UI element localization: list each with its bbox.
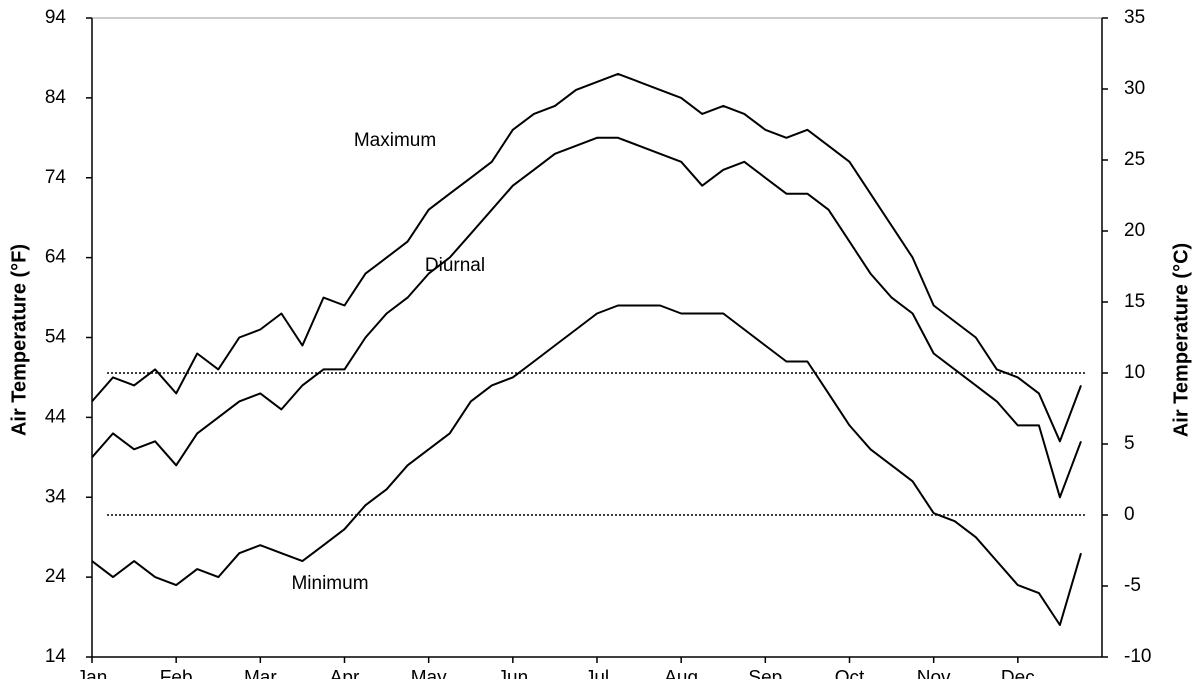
- y-tick-label: 64: [45, 247, 67, 268]
- x-tick-label: Feb: [160, 667, 193, 679]
- series-line: [91, 72, 1082, 443]
- y2-tick-label: 10: [1124, 362, 1145, 383]
- y-tick-label: 34: [45, 486, 67, 507]
- x-tick-label: Jun: [498, 667, 529, 679]
- y-tick-label: 44: [45, 406, 67, 427]
- x-tick-label: Dec: [1001, 667, 1035, 679]
- x-tick-label: Sep: [748, 667, 782, 679]
- y2-tick-label: 0: [1124, 504, 1135, 525]
- x-tick-label: Jan: [77, 667, 108, 679]
- series-line: [91, 304, 1082, 626]
- x-tick-label: Nov: [917, 667, 951, 679]
- x-tick-label: May: [411, 667, 447, 679]
- y2-axis-title: Air Temperature (°C): [1170, 243, 1192, 437]
- x-tick-label: Aug: [664, 667, 698, 679]
- y2-tick-label: 20: [1124, 220, 1145, 241]
- y-tick-label: 74: [45, 167, 67, 188]
- y-axis-title: Air Temperature (°F): [8, 244, 30, 436]
- series-line: [91, 136, 1082, 499]
- y2-tick-label: 15: [1124, 291, 1145, 312]
- y-tick-label: 84: [45, 87, 67, 108]
- y2-tick-label: 25: [1124, 149, 1145, 170]
- y2-tick-label: 5: [1124, 433, 1135, 454]
- y2-tick-label: -10: [1124, 646, 1151, 667]
- y-tick-label: 94: [45, 7, 67, 28]
- x-tick-label: Mar: [244, 667, 277, 679]
- plot-frame: [91, 17, 1103, 658]
- y2-tick-label: 30: [1124, 78, 1145, 99]
- y-tick-label: 54: [45, 327, 67, 348]
- y2-tick-label: -5: [1124, 575, 1141, 596]
- x-tick-label: Oct: [835, 667, 865, 679]
- x-tick-label: Jul: [585, 667, 609, 679]
- y-tick-label: 24: [45, 566, 67, 587]
- series-label: Maximum: [354, 130, 436, 151]
- series-label: Minimum: [291, 573, 368, 594]
- y2-tick-label: 35: [1124, 7, 1145, 28]
- y-tick-label: 14: [45, 646, 67, 667]
- series-label: Diurnal: [425, 255, 485, 276]
- x-tick-label: Apr: [330, 667, 360, 679]
